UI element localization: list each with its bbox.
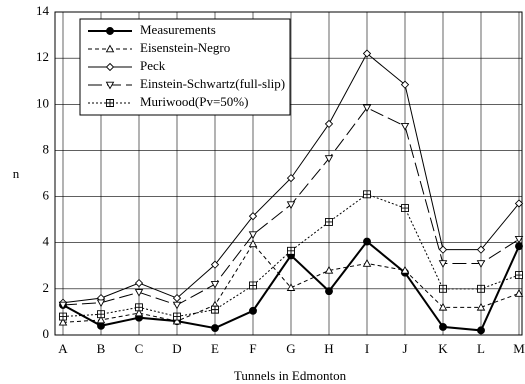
marker [248, 212, 258, 221]
marker [401, 204, 409, 213]
marker [362, 104, 372, 113]
marker [134, 278, 144, 288]
marker [514, 236, 524, 244]
x-tick-label: E [211, 341, 219, 356]
y-axis-label: n [13, 166, 20, 181]
legend-marker [106, 27, 114, 35]
marker [400, 265, 410, 274]
marker [97, 321, 105, 330]
legend-marker [105, 44, 115, 53]
marker [58, 301, 68, 310]
marker [249, 281, 257, 290]
y-tick-label: 4 [43, 234, 50, 249]
marker [438, 260, 448, 268]
marker [135, 303, 143, 312]
y-tick-label: 14 [36, 3, 50, 18]
marker [514, 199, 524, 208]
marker [362, 49, 372, 58]
marker [211, 305, 219, 314]
marker [173, 312, 181, 321]
marker [477, 326, 485, 335]
marker [172, 316, 182, 325]
legend-marker [105, 81, 115, 90]
y-tick-label: 0 [43, 326, 50, 341]
marker [476, 302, 486, 311]
marker [514, 289, 524, 297]
y-tick-label: 2 [43, 280, 50, 295]
marker [439, 284, 447, 293]
x-tick-label: B [97, 341, 106, 356]
marker [324, 265, 334, 274]
x-tick-label: H [324, 341, 333, 356]
marker [249, 306, 257, 315]
y-tick-label: 12 [36, 49, 49, 64]
marker [363, 237, 371, 246]
marker [210, 280, 220, 289]
x-tick-label: M [513, 341, 525, 356]
marker [248, 239, 258, 248]
marker [286, 283, 296, 291]
marker [134, 289, 144, 297]
y-tick-label: 10 [36, 95, 49, 110]
marker [324, 119, 334, 129]
legend-marker [105, 62, 115, 72]
marker [248, 231, 258, 240]
marker [362, 259, 372, 267]
legend-marker [106, 99, 114, 107]
marker [325, 218, 333, 226]
marker [477, 284, 485, 293]
marker [172, 293, 182, 303]
marker [211, 324, 219, 333]
legend-label: Einstein-Schwartz(full-slip) [140, 76, 285, 91]
x-tick-label: A [58, 341, 68, 356]
marker [97, 310, 105, 319]
marker [96, 315, 106, 324]
marker [476, 260, 486, 268]
marker [325, 287, 333, 296]
x-tick-label: L [477, 341, 485, 356]
marker [439, 322, 447, 331]
x-axis-label: Tunnels in Edmonton [234, 368, 347, 383]
marker [58, 317, 68, 326]
x-tick-label: K [438, 341, 448, 356]
legend-label: Eisenstein-Negro [140, 40, 230, 55]
x-tick-label: C [135, 341, 144, 356]
marker [96, 299, 106, 308]
marker [515, 242, 523, 251]
x-tick-label: J [402, 341, 407, 356]
marker [515, 271, 523, 279]
marker [134, 308, 144, 317]
marker [438, 245, 448, 254]
x-tick-label: I [365, 341, 369, 356]
marker [400, 122, 410, 131]
x-tick-label: G [286, 341, 295, 356]
y-tick-label: 6 [43, 188, 50, 203]
legend-label: Muriwood(Pv=50%) [140, 94, 248, 109]
legend-label: Measurements [140, 22, 216, 37]
marker [286, 173, 296, 183]
legend-label: Peck [140, 58, 166, 73]
y-tick-label: 8 [43, 141, 50, 156]
marker [438, 302, 448, 311]
marker [363, 190, 371, 199]
marker [287, 246, 295, 255]
marker [324, 155, 334, 163]
x-tick-label: D [172, 341, 181, 356]
marker [286, 201, 296, 210]
marker [210, 260, 220, 269]
marker [172, 301, 182, 310]
marker [476, 245, 486, 254]
marker [400, 80, 410, 89]
x-tick-label: F [249, 341, 256, 356]
marker [59, 312, 67, 321]
